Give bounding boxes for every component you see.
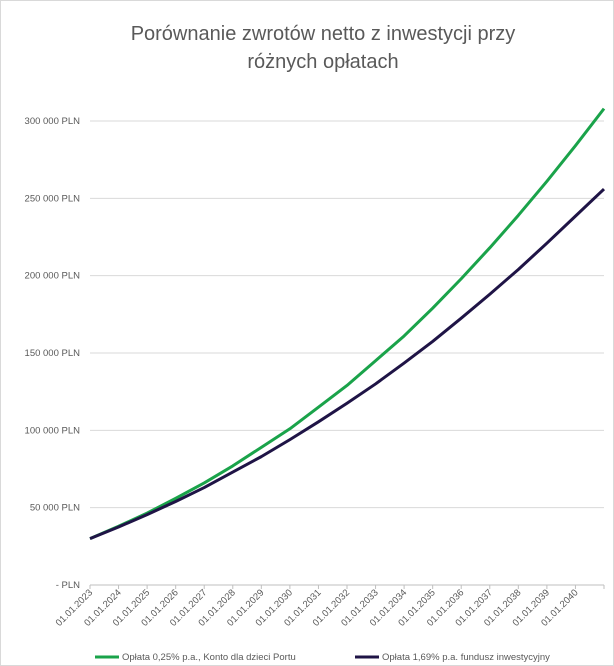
- line-series: [89, 187, 606, 540]
- y-tick-label: 50 000 PLN: [30, 503, 80, 514]
- chart-title: różnych opłatach: [247, 51, 398, 73]
- y-tick-label: 200 000 PLN: [25, 271, 81, 282]
- chart-title: Porównanie zwrotów netto z inwestycji pr…: [131, 23, 516, 45]
- y-tick-label: 250 000 PLN: [25, 193, 81, 204]
- legend-label: Opłata 0,25% p.a., Konto dla dzieci Port…: [122, 652, 296, 663]
- line-series: [89, 107, 606, 540]
- y-tick-label: 300 000 PLN: [25, 116, 81, 127]
- y-tick-label: - PLN: [56, 580, 80, 591]
- y-tick-label: 150 000 PLN: [25, 348, 81, 359]
- legend-label: Opłata 1,69% p.a. fundusz inwestycyjny: [382, 652, 550, 663]
- y-tick-label: 100 000 PLN: [25, 425, 81, 436]
